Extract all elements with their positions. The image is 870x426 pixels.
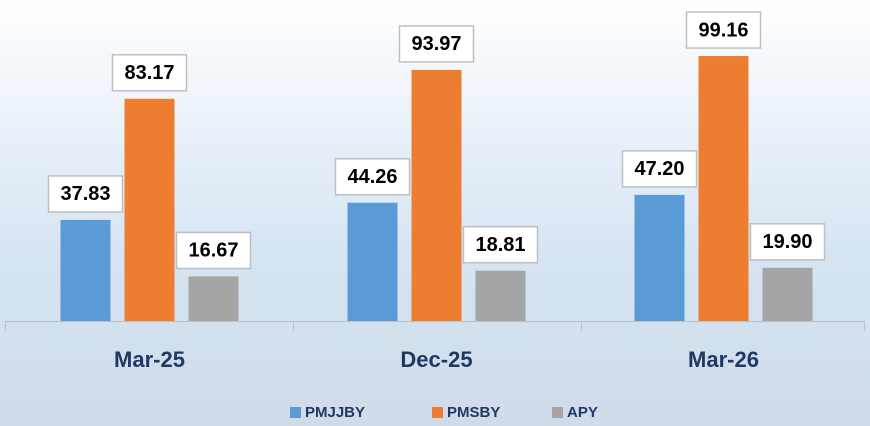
bar bbox=[60, 219, 111, 321]
x-tick-label: Dec-25 bbox=[400, 347, 472, 372]
data-label: 37.83 bbox=[60, 183, 110, 205]
label-box bbox=[462, 225, 539, 264]
bar bbox=[475, 270, 526, 321]
label-box bbox=[398, 25, 475, 63]
bar bbox=[411, 69, 462, 321]
axis bbox=[5, 321, 865, 331]
label-box bbox=[749, 223, 826, 261]
bar bbox=[347, 202, 398, 321]
data-label: 93.97 bbox=[411, 33, 461, 55]
label-box bbox=[111, 54, 188, 92]
data-label: 47.20 bbox=[634, 158, 684, 180]
bar bbox=[634, 194, 685, 321]
legend-label: PMSBY bbox=[447, 404, 500, 421]
x-tick-label: Mar-26 bbox=[688, 347, 759, 372]
label-box bbox=[334, 157, 411, 196]
legend-swatch bbox=[432, 407, 443, 418]
legend-label: APY bbox=[567, 404, 598, 421]
bar bbox=[698, 56, 749, 321]
data-label: 16.67 bbox=[188, 240, 238, 262]
bar bbox=[124, 98, 175, 321]
label-box bbox=[621, 150, 698, 188]
legend-swatch bbox=[290, 407, 301, 418]
data-label: 83.17 bbox=[124, 62, 174, 84]
legend-label: PMJJBY bbox=[305, 404, 365, 421]
label-box bbox=[685, 11, 762, 49]
data-label: 99.16 bbox=[698, 19, 748, 41]
x-tick-label: Mar-25 bbox=[114, 347, 185, 372]
label-box bbox=[47, 175, 124, 213]
data-label: 44.26 bbox=[347, 166, 397, 188]
legend-swatch bbox=[552, 407, 563, 418]
data-label: 19.90 bbox=[762, 231, 812, 253]
data-label: 18.81 bbox=[475, 234, 525, 256]
bar bbox=[762, 267, 813, 321]
label-box bbox=[175, 231, 252, 270]
bar bbox=[188, 276, 239, 321]
